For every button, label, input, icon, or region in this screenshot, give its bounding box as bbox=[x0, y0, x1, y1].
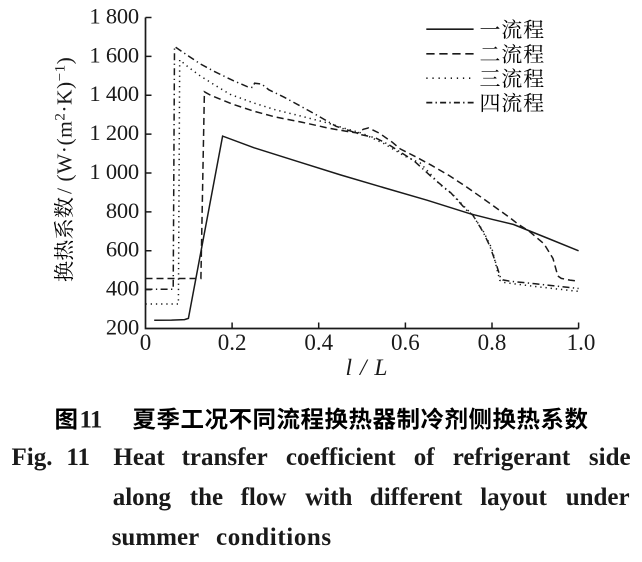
svg-text:11: 11 bbox=[80, 407, 102, 434]
svg-text:refrigerant: refrigerant bbox=[453, 444, 571, 471]
svg-text:1 600: 1 600 bbox=[89, 42, 139, 67]
svg-text:along: along bbox=[113, 484, 172, 511]
svg-text:the: the bbox=[190, 484, 223, 511]
svg-text:different: different bbox=[370, 484, 463, 511]
svg-text:1 800: 1 800 bbox=[89, 3, 139, 28]
svg-text:summer: summer bbox=[112, 524, 199, 551]
svg-text:transfer: transfer bbox=[182, 444, 268, 471]
svg-text:l / L: l / L bbox=[346, 355, 389, 381]
svg-text:flow: flow bbox=[241, 484, 287, 511]
svg-text:800: 800 bbox=[106, 198, 139, 223]
svg-text:conditions: conditions bbox=[216, 524, 332, 551]
svg-text:400: 400 bbox=[106, 276, 139, 301]
svg-text:0: 0 bbox=[140, 330, 152, 355]
svg-text:with: with bbox=[305, 484, 352, 511]
svg-text:Heat: Heat bbox=[113, 444, 165, 471]
svg-text:0.2: 0.2 bbox=[218, 330, 247, 355]
svg-text:of: of bbox=[414, 444, 436, 471]
svg-text:0.4: 0.4 bbox=[304, 330, 333, 355]
svg-text:11: 11 bbox=[66, 444, 90, 471]
svg-text:layout: layout bbox=[480, 484, 547, 511]
svg-text:coefficient: coefficient bbox=[286, 444, 396, 471]
svg-text:0.8: 0.8 bbox=[478, 330, 507, 355]
svg-text:Fig.: Fig. bbox=[12, 444, 53, 471]
svg-text:1 400: 1 400 bbox=[89, 81, 139, 106]
svg-text:1 200: 1 200 bbox=[89, 120, 139, 145]
svg-text:side: side bbox=[589, 444, 631, 471]
svg-text:0.6: 0.6 bbox=[391, 330, 420, 355]
svg-text:200: 200 bbox=[106, 314, 139, 339]
svg-text:600: 600 bbox=[106, 237, 139, 262]
svg-text:under: under bbox=[566, 484, 630, 511]
svg-text:1.0: 1.0 bbox=[567, 330, 596, 355]
svg-text:1 000: 1 000 bbox=[89, 159, 139, 184]
